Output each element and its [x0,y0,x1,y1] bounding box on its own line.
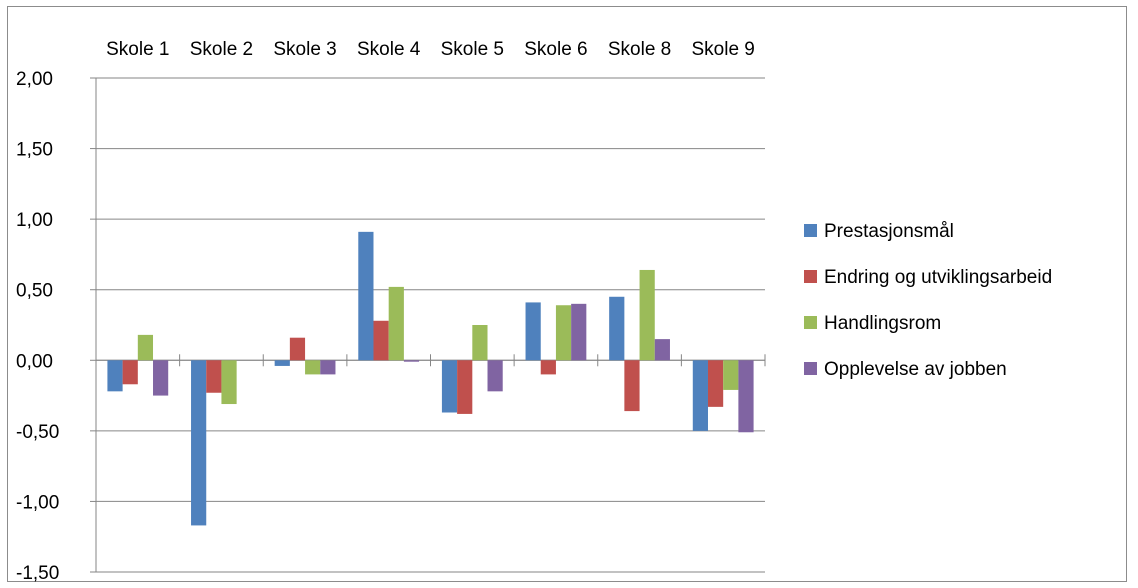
bar [373,320,389,361]
legend: Prestasjonsmål Endring og utviklingsarbei… [804,221,1052,380]
y-tick-label: -0,50 [16,422,59,443]
chart-area: 2,00 1,50 1,00 0,50 0,00 -0,50 -1,00 -1,50 Skol… [7,6,1127,583]
bar [609,296,625,361]
bar [639,269,655,361]
bar [571,303,587,361]
bar [206,360,222,393]
bar [137,334,154,361]
legend-label: Handlingsrom [824,313,941,334]
bar [358,231,374,361]
bar [555,305,572,361]
category-label: Skole 5 [441,39,504,60]
bars [107,231,754,526]
bar [654,339,670,361]
y-tick-label: 2,00 [16,69,53,90]
bar [274,360,290,366]
bar [107,360,123,392]
y-tick-label: -1,50 [16,563,59,583]
category-label: Skole 2 [190,39,253,60]
legend-swatch [804,224,817,237]
legend-label: Endring og utviklingsarbeid [824,267,1052,288]
bar [692,360,708,431]
legend-label: Prestasjonsmål [824,221,954,242]
legend-swatch [804,270,817,283]
bar [487,360,503,392]
bar [388,286,404,361]
bar [191,360,207,526]
category-label: Skole 4 [357,39,421,60]
category-label: Skole 6 [524,39,587,60]
bar [320,360,336,375]
bar [723,360,739,390]
category-label: Skole 3 [273,39,336,60]
bar [122,360,138,385]
bar [738,360,754,433]
bar [221,360,237,405]
bar-chart: 2,00 1,50 1,00 0,50 0,00 -0,50 -1,00 -1,50 Skol… [16,39,1052,583]
legend-swatch [804,316,817,329]
bar [457,360,473,414]
legend-swatch [804,362,817,375]
bar [305,360,321,375]
y-tick-label: 1,00 [16,210,53,231]
category-labels: Skole 1 Skole 2 Skole 3 Skole 4 Skole 5 Skole… [106,39,755,60]
y-tick-label: 0,00 [16,351,53,372]
bar [624,360,640,412]
y-tick-label: 0,50 [16,281,53,302]
y-tick-label: 1,50 [16,140,53,161]
bar [441,360,458,413]
bar [540,360,556,375]
bar [403,360,420,362]
y-tick-label: -1,00 [16,492,59,513]
bar [707,360,724,407]
bar [525,302,541,361]
legend-label: Opplevelse av jobben [824,359,1007,380]
bar [153,360,169,396]
category-label: Skole 8 [608,39,671,60]
bar [472,325,488,361]
bar [289,337,306,361]
category-label: Skole 1 [106,39,169,60]
y-axis-tick-labels: 2,00 1,50 1,00 0,50 0,00 -0,50 -1,00 -1,50 [16,69,59,583]
category-label: Skole 9 [692,39,755,60]
